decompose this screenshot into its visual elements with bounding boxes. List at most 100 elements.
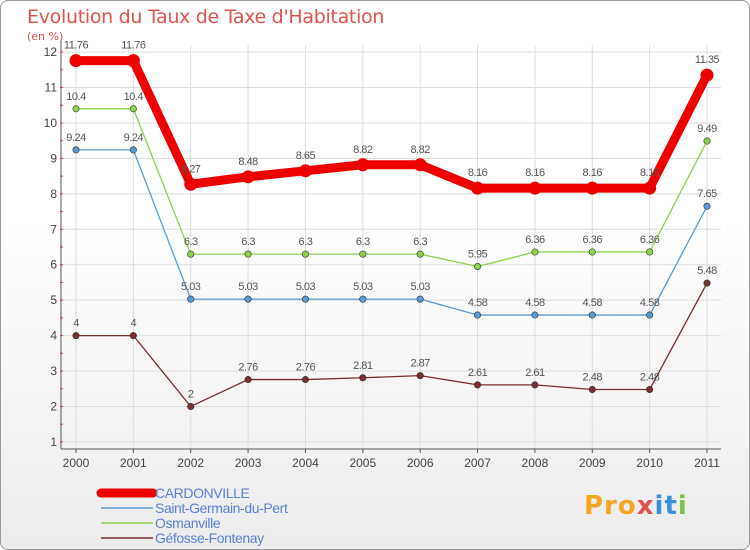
x-tick-label: 2009 (579, 456, 606, 470)
data-point (528, 181, 542, 195)
y-tick-label: 3 (50, 364, 57, 378)
data-label: 4 (73, 318, 79, 330)
data-point (416, 250, 424, 258)
data-point (474, 311, 482, 319)
data-label: 8.48 (238, 156, 258, 168)
data-label: 5.03 (296, 281, 316, 293)
data-point (244, 376, 252, 384)
x-tick-label: 2001 (120, 456, 147, 470)
data-label: 2.87 (410, 358, 430, 370)
data-point (298, 164, 312, 178)
data-point (646, 248, 654, 256)
chart-unit: (en %) (27, 30, 64, 43)
logo-part: i (677, 491, 688, 521)
x-tick-label: 2005 (349, 456, 376, 470)
y-tick-label: 12 (44, 45, 58, 59)
data-label: 2.76 (238, 362, 258, 374)
data-label: 8.82 (410, 144, 430, 156)
data-point (703, 137, 711, 145)
data-point (531, 248, 539, 256)
legend-label: CARDONVILLE (155, 485, 249, 501)
data-label: 6.3 (413, 236, 427, 248)
data-point (129, 332, 137, 340)
series-line (75, 108, 708, 268)
series-line (75, 282, 708, 408)
data-label: 9.24 (124, 132, 144, 144)
data-point (129, 146, 137, 154)
data-label: 6.3 (241, 236, 255, 248)
data-point (413, 158, 427, 172)
series-line (75, 149, 708, 316)
data-point (474, 381, 482, 389)
y-tick-label: 8 (50, 187, 57, 201)
legend-label: Saint-Germain-du-Pert (155, 500, 288, 516)
y-tick-label: 11 (45, 81, 58, 95)
data-point (703, 279, 711, 287)
data-point (646, 385, 654, 393)
data-point (359, 250, 367, 258)
data-point (301, 295, 309, 303)
data-label: 8.16 (640, 167, 660, 179)
data-point (471, 181, 485, 195)
data-point (588, 248, 596, 256)
data-label: 2.81 (353, 360, 373, 372)
data-point (359, 295, 367, 303)
data-point (359, 374, 367, 382)
data-label: 8.27 (181, 163, 201, 175)
data-label: 8.16 (583, 167, 603, 179)
data-label: 8.16 (468, 167, 488, 179)
data-label: 8.65 (296, 150, 316, 162)
y-tick-label: 1 (50, 435, 57, 449)
data-label: 6.36 (640, 234, 660, 246)
x-tick-label: 2002 (177, 456, 204, 470)
data-label: 5.03 (353, 281, 373, 293)
x-tick-label: 2006 (407, 456, 434, 470)
data-label: 5.95 (468, 248, 488, 260)
data-label: 9.49 (697, 123, 717, 135)
data-label: 5.03 (238, 281, 258, 293)
data-label: 9.24 (66, 132, 86, 144)
data-point (129, 105, 137, 113)
y-tick-label: 10 (44, 116, 58, 130)
data-point (356, 158, 370, 172)
data-point (531, 311, 539, 319)
data-point (588, 385, 596, 393)
data-label: 2.61 (468, 367, 488, 379)
data-point (244, 295, 252, 303)
legend-label: Osmanville (155, 515, 221, 531)
data-label: 10.4 (66, 91, 86, 103)
data-label: 4 (131, 318, 137, 330)
data-point (416, 295, 424, 303)
data-point (126, 54, 140, 68)
series-line (71, 56, 712, 193)
data-label: 11.76 (64, 40, 89, 52)
x-tick-label: 2003 (235, 456, 262, 470)
data-label: 5.03 (181, 281, 201, 293)
logo-part: Pro (584, 491, 637, 521)
y-tick-label: 5 (50, 293, 57, 307)
y-tick-label: 6 (50, 258, 57, 272)
data-label: 6.3 (356, 236, 370, 248)
data-point (244, 250, 252, 258)
data-label: 4.58 (468, 297, 488, 309)
data-point (700, 68, 714, 82)
chart-title: Evolution du Taux de Taxe d'Habitation (27, 6, 385, 28)
data-label: 5.03 (410, 281, 430, 293)
data-point (241, 170, 255, 184)
logo-part: x (636, 491, 655, 521)
data-point (643, 181, 657, 195)
y-tick-label: 2 (50, 399, 57, 413)
data-point (588, 311, 596, 319)
x-tick-label: 2004 (292, 456, 319, 470)
data-point (184, 177, 198, 191)
data-label: 5.48 (697, 265, 717, 277)
data-point (301, 250, 309, 258)
data-label: 11.76 (121, 40, 146, 52)
data-label: 2.48 (583, 371, 603, 383)
data-label: 11.35 (695, 54, 720, 66)
data-label: 6.3 (184, 236, 198, 248)
data-label: 4.58 (583, 297, 603, 309)
x-tick-label: 2011 (694, 456, 720, 470)
data-label: 8.16 (525, 167, 545, 179)
